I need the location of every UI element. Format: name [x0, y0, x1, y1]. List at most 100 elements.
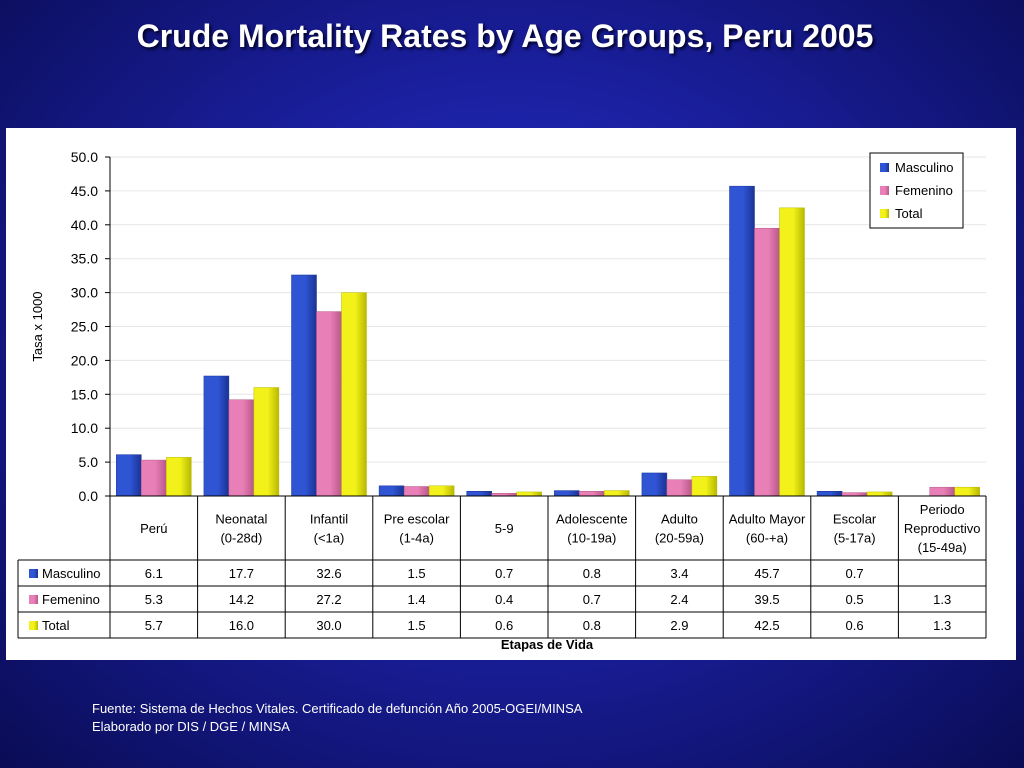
- bar-femenino: [228, 399, 255, 497]
- y-axis-title: Tasa x 1000: [30, 291, 45, 361]
- category-label: Escolar: [833, 512, 877, 527]
- table-series-name: Total: [42, 618, 70, 633]
- category-label: (<1a): [314, 531, 345, 546]
- category-label: Periodo: [920, 502, 965, 517]
- category-label: (0-28d): [220, 531, 262, 546]
- y-tick-label: 35.0: [71, 251, 98, 267]
- data-label: 0.8: [583, 566, 601, 581]
- data-label: 0.6: [495, 618, 513, 633]
- category-label: 5-9: [495, 521, 514, 536]
- y-tick-label: 5.0: [79, 454, 99, 470]
- bar-total: [428, 485, 455, 497]
- data-label: 1.5: [408, 618, 426, 633]
- y-tick-label: 40.0: [71, 217, 98, 233]
- bar-total: [166, 457, 192, 497]
- table-series-name: Femenino: [42, 592, 100, 607]
- bar-masculino: [816, 491, 843, 497]
- y-tick-label: 15.0: [71, 386, 98, 402]
- data-label: 2.4: [670, 592, 688, 607]
- data-label: 1.3: [933, 592, 951, 607]
- bar-femenino: [841, 492, 868, 497]
- bar-total: [954, 486, 980, 497]
- legend-label: Total: [895, 206, 923, 221]
- data-label: 16.0: [229, 618, 254, 633]
- category-label: (60-+a): [746, 531, 788, 546]
- data-label: 1.5: [408, 566, 426, 581]
- category-label: (5-17a): [834, 531, 876, 546]
- y-tick-label: 30.0: [71, 285, 98, 301]
- category-label: Infantil: [310, 512, 348, 527]
- data-label: 0.6: [846, 618, 864, 633]
- y-tick-label: 50.0: [71, 149, 98, 165]
- category-label: (20-59a): [655, 531, 704, 546]
- legend-swatch-femenino: [880, 186, 889, 195]
- legend-swatch-masculino: [880, 163, 889, 172]
- data-label: 5.3: [145, 592, 163, 607]
- category-label: (1-4a): [399, 531, 434, 546]
- table-legend-key-total: [29, 621, 38, 630]
- bar-femenino: [666, 479, 693, 497]
- x-axis-title: Etapas de Vida: [501, 637, 594, 652]
- y-tick-label: 45.0: [71, 183, 98, 199]
- bar-femenino: [754, 227, 780, 497]
- category-label: Pre escolar: [384, 512, 450, 527]
- category-label: Neonatal: [215, 512, 267, 527]
- slide-title: Crude Mortality Rates by Age Groups, Per…: [136, 18, 874, 54]
- data-label: 0.4: [495, 592, 513, 607]
- legend-label: Masculino: [895, 160, 954, 175]
- bar-masculino: [378, 485, 405, 497]
- bar-masculino: [466, 491, 492, 497]
- bar-masculino: [291, 274, 317, 497]
- bar-masculino: [554, 490, 580, 497]
- category-label: (15-49a): [918, 540, 967, 555]
- data-label: 45.7: [754, 566, 779, 581]
- data-label: 39.5: [754, 592, 779, 607]
- table-series-name: Masculino: [42, 566, 101, 581]
- data-label: 0.7: [583, 592, 601, 607]
- bar-total: [604, 490, 630, 497]
- data-label: 3.4: [670, 566, 688, 581]
- data-label: 32.6: [316, 566, 341, 581]
- bar-masculino: [641, 472, 668, 497]
- bar-masculino: [203, 375, 230, 497]
- bar-femenino: [316, 311, 342, 497]
- bar-femenino: [579, 491, 605, 497]
- data-label: 0.7: [846, 566, 864, 581]
- table-legend-key-femenino: [29, 595, 38, 604]
- data-label: 30.0: [316, 618, 341, 633]
- y-tick-label: 10.0: [71, 420, 98, 436]
- bar-total: [253, 387, 280, 497]
- bar-femenino: [141, 459, 167, 497]
- bar-masculino: [729, 185, 755, 497]
- bar-total: [691, 476, 718, 497]
- data-label: 6.1: [145, 566, 163, 581]
- bar-femenino: [929, 486, 955, 497]
- data-label: 27.2: [316, 592, 341, 607]
- data-label: 14.2: [229, 592, 254, 607]
- legend-swatch-total: [880, 209, 889, 218]
- data-label: 1.3: [933, 618, 951, 633]
- bar-femenino: [403, 486, 430, 497]
- category-label: Adulto Mayor: [729, 512, 806, 527]
- y-tick-label: 0.0: [79, 488, 99, 504]
- data-label: 2.9: [670, 618, 688, 633]
- y-tick-label: 20.0: [71, 352, 98, 368]
- legend-label: Femenino: [895, 183, 953, 198]
- data-label: 1.4: [408, 592, 426, 607]
- data-label: 42.5: [754, 618, 779, 633]
- chart-panel: 0.0 5.0 10.0 15.0 20.0 25.0 30.0 35.0 40.0 45.0 50…: [6, 128, 1016, 660]
- source-note: Fuente: Sistema de Hechos Vitales. Certi…: [92, 701, 583, 716]
- data-label: 0.7: [495, 566, 513, 581]
- mortality-bar-chart: 0.0 5.0 10.0 15.0 20.0 25.0 30.0 35.0 40.0 45.0 50…: [17, 149, 987, 652]
- data-label: 5.7: [145, 618, 163, 633]
- bar-total: [866, 491, 893, 497]
- category-label: Reproductivo: [904, 521, 981, 536]
- credit-note: Elaborado por DIS / DGE / MINSA: [92, 719, 290, 734]
- data-label: 0.5: [846, 592, 864, 607]
- category-label: (10-19a): [567, 531, 616, 546]
- bar-total: [341, 292, 367, 497]
- bar-masculino: [116, 454, 142, 497]
- category-label: Adolescente: [556, 512, 628, 527]
- bar-total: [516, 491, 542, 497]
- y-tick-label: 25.0: [71, 319, 98, 335]
